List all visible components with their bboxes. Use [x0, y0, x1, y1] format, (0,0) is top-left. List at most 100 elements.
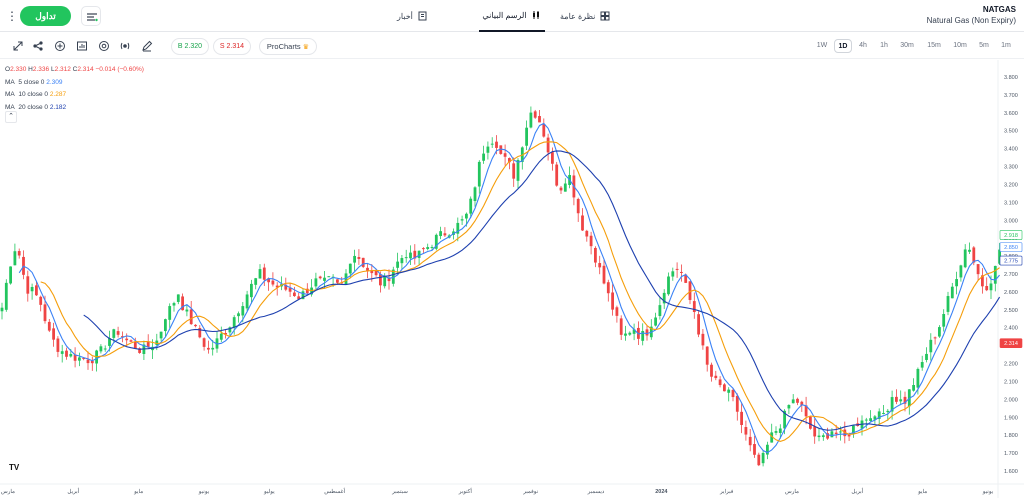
symbol-code: NATGAS: [982, 5, 1016, 14]
x-tick-label: 2024: [655, 489, 668, 495]
candle-body: [912, 385, 915, 391]
candle-body: [60, 351, 64, 354]
tab-overview-label: نظرة عامة: [560, 11, 596, 21]
candle-body: [125, 338, 129, 341]
timeframe-1m[interactable]: 1m: [1001, 42, 1011, 49]
candle-body: [241, 306, 245, 316]
candle-body: [766, 444, 769, 455]
tab-overview[interactable]: نظرة عامة: [560, 0, 610, 32]
candle-body: [219, 333, 223, 340]
candle-body: [783, 410, 786, 429]
candle-body: [258, 269, 262, 279]
candle-body: [482, 153, 485, 161]
alerts-icon[interactable]: [118, 39, 132, 53]
candle-body: [714, 375, 718, 379]
candle-body: [955, 279, 958, 287]
candle-body: [146, 342, 150, 348]
procharts-button[interactable]: ProCharts ♛: [259, 38, 317, 55]
x-tick-label: مارس: [785, 488, 799, 495]
candle-body: [379, 274, 382, 286]
draw-icon[interactable]: [140, 39, 154, 53]
tab-chart[interactable]: الرسم البياني: [479, 0, 545, 32]
candle-body: [370, 270, 374, 274]
menu-button[interactable]: [81, 6, 101, 26]
candle-body: [486, 146, 490, 153]
candle-body: [396, 261, 399, 268]
candle-body: [585, 230, 589, 237]
candle-body: [490, 143, 494, 145]
x-tick-label: مارس: [1, 488, 15, 495]
candle-body: [705, 346, 709, 365]
candle-body: [619, 318, 623, 335]
candle-body: [632, 329, 636, 334]
timeframe-5m[interactable]: 5m: [979, 42, 989, 49]
candle-body: [804, 405, 808, 417]
timeframe-1d[interactable]: 1D: [834, 39, 852, 53]
candle-body: [886, 410, 890, 413]
candle-body: [684, 274, 688, 283]
expand-icon[interactable]: [11, 39, 25, 53]
ma5-line: [18, 122, 1001, 454]
candle-body: [155, 340, 159, 345]
top-bar: ⋮ تداول أخبار الرسم البياني نظرة عامة NA…: [0, 0, 1024, 32]
timeframe-4h[interactable]: 4h: [859, 42, 867, 49]
indicators-icon[interactable]: [75, 39, 89, 53]
timeframe-15m[interactable]: 15m: [927, 42, 941, 49]
candle-body: [409, 252, 412, 259]
candle-body: [744, 427, 748, 435]
candle-body: [899, 399, 903, 402]
candle-body: [615, 307, 619, 316]
candle-body: [99, 346, 103, 352]
candle-body: [116, 331, 120, 335]
candle-body: [671, 271, 675, 277]
candle-body: [830, 431, 834, 438]
candle-body: [740, 411, 743, 425]
tab-news-label: أخبار: [397, 11, 413, 21]
candle-body: [598, 263, 602, 268]
x-tick-label: سبتمبر: [391, 489, 408, 495]
collapse-legend-icon[interactable]: ⌃: [5, 111, 17, 123]
x-tick-label: مايو: [917, 488, 927, 495]
price-tag: [999, 255, 1023, 266]
price-tag: [999, 230, 1023, 240]
buy-price-button[interactable]: B 2.320: [171, 38, 209, 55]
y-tick-label: 3.500: [1004, 129, 1018, 135]
candle-body: [297, 296, 301, 300]
candle-body: [920, 362, 924, 368]
timeframe-30m[interactable]: 30m: [900, 42, 914, 49]
candle-body: [366, 267, 369, 272]
candle-body: [692, 301, 696, 313]
open-label: O: [5, 66, 11, 73]
candle-body: [778, 428, 782, 433]
tab-news[interactable]: أخبار: [397, 0, 428, 32]
candle-body: [654, 317, 657, 326]
x-tick-label: مايو: [133, 488, 143, 495]
timeframe-1h[interactable]: 1h: [880, 42, 888, 49]
candle-body: [56, 338, 60, 352]
share-icon[interactable]: [31, 39, 45, 53]
candle-body: [981, 275, 984, 287]
candle-body: [895, 396, 898, 402]
timeframe-10m[interactable]: 10m: [953, 42, 967, 49]
y-tick-label: 2.400: [1004, 326, 1018, 332]
ma10-label: MA: [5, 91, 15, 98]
candle-body: [882, 412, 885, 414]
candle-body: [443, 233, 447, 236]
ma10-value: 2.287: [49, 91, 67, 98]
trade-button[interactable]: تداول: [20, 6, 71, 26]
candle-body: [318, 276, 322, 279]
candle-body: [232, 317, 236, 328]
more-options-icon[interactable]: ⋮: [6, 9, 18, 23]
price-chart[interactable]: 3.800 3.700 3.600 3.500 3.400 3.300 3.200 3.100…: [0, 60, 1024, 498]
settings-icon[interactable]: [97, 39, 111, 53]
sell-price-button[interactable]: S 2.314: [213, 38, 251, 55]
candle-body: [69, 354, 73, 357]
candle-body: [834, 432, 838, 434]
timeframe-1w[interactable]: 1W: [816, 42, 828, 49]
chart-icon: [532, 11, 539, 19]
grid-icon: [600, 11, 610, 21]
price-tag-label: 2.918: [1004, 233, 1018, 239]
add-icon[interactable]: [53, 39, 67, 53]
candle-body: [383, 276, 387, 287]
candle-body: [434, 234, 438, 249]
